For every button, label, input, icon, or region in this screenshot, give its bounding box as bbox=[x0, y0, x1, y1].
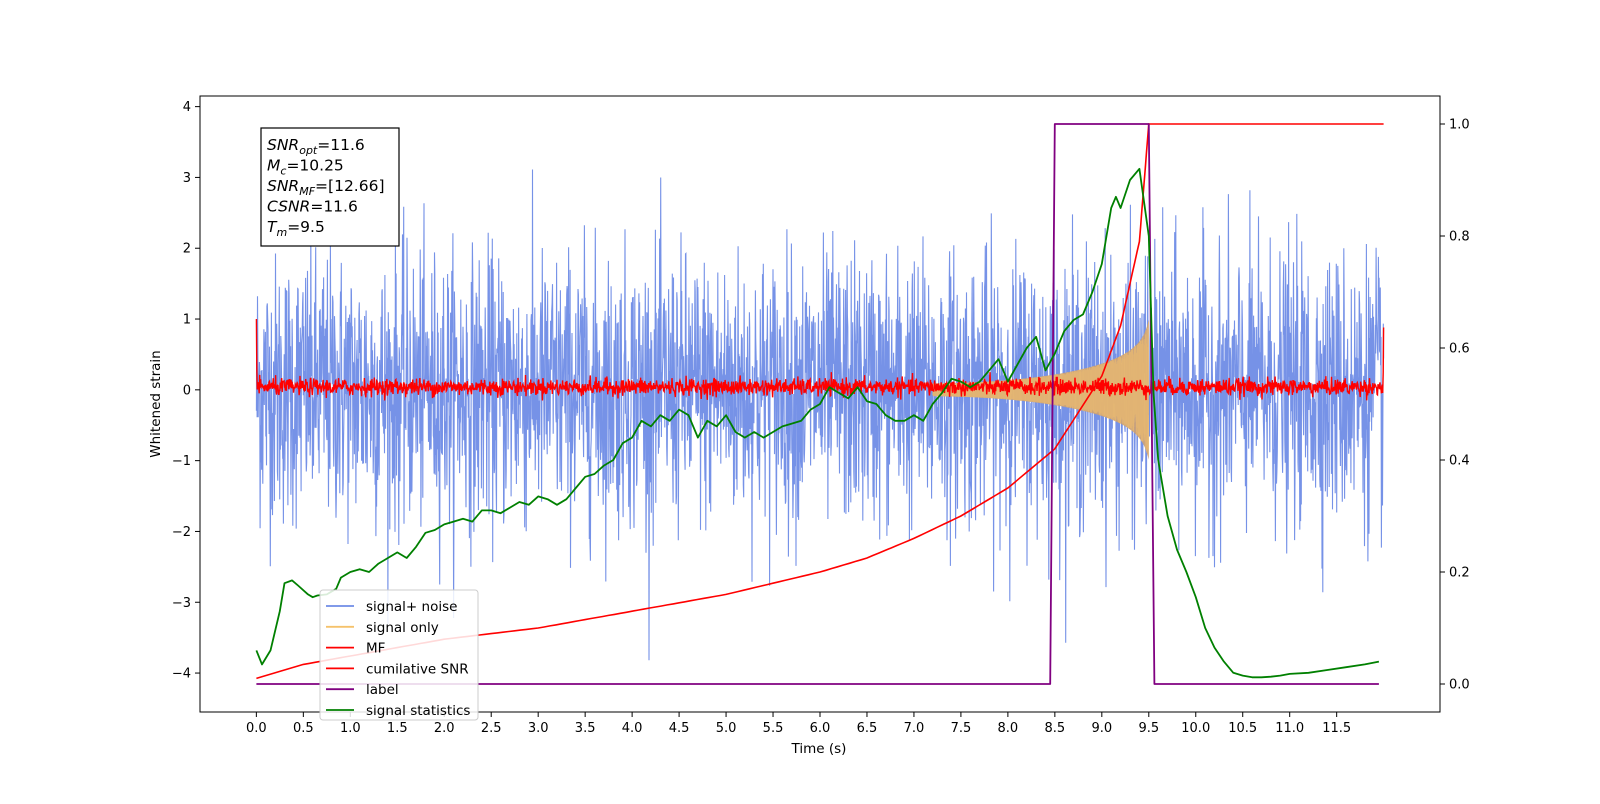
y-axis-left: −4 −3 −2 −1 0 1 2 3 4 bbox=[172, 100, 200, 682]
snr-info-box: SNRopt=11.6Mc=10.25SNRMF=[12.66]CSNR=11.… bbox=[260, 127, 400, 247]
series-label bbox=[256, 123, 1379, 685]
y-tick-label: 1 bbox=[183, 313, 191, 328]
series-signal-statistics bbox=[255, 167, 1380, 679]
x-tick-label: 5.5 bbox=[763, 721, 784, 736]
x-tick-label: 4.5 bbox=[669, 721, 690, 736]
snr-info-line: Mc=10.25 bbox=[267, 157, 344, 178]
y-tick-label: −4 bbox=[172, 667, 191, 682]
y-axis-label: Whitened strain bbox=[148, 350, 164, 457]
x-tick-label: 5.0 bbox=[716, 721, 737, 736]
x-tick-label: 11.5 bbox=[1322, 721, 1351, 736]
x-tick-label: 9.0 bbox=[1091, 721, 1112, 736]
legend-label: MF bbox=[366, 641, 385, 657]
x-tick-label: 9.5 bbox=[1138, 721, 1159, 736]
x-tick-label: 8.0 bbox=[998, 721, 1019, 736]
x-tick-label: 6.5 bbox=[857, 721, 878, 736]
legend-label: signal only bbox=[366, 620, 439, 636]
legend-label: label bbox=[366, 682, 399, 698]
legend: signal+ noise signal only MF cumilative SNR… bbox=[319, 589, 479, 721]
y2-tick-label: 0.8 bbox=[1449, 230, 1470, 245]
x-tick-label: 2.0 bbox=[434, 721, 455, 736]
x-tick-label: 3.0 bbox=[528, 721, 549, 736]
y2-tick-label: 0.4 bbox=[1449, 454, 1470, 469]
y-tick-label: 4 bbox=[183, 100, 191, 115]
y2-tick-label: 1.0 bbox=[1449, 118, 1470, 133]
y2-tick-label: 0.0 bbox=[1449, 678, 1470, 693]
x-tick-label: 10.0 bbox=[1181, 721, 1210, 736]
y2-tick-label: 0.6 bbox=[1449, 342, 1470, 357]
y-tick-label: 3 bbox=[183, 171, 191, 186]
snr-info-line: CSNR=11.6 bbox=[267, 198, 358, 216]
series-signal-only bbox=[932, 321, 1150, 457]
snr-info-line: Tm=9.5 bbox=[267, 218, 325, 239]
x-axis: 0.0 0.5 1.0 1.5 2.0 2.5 3.0 3.5 4.0 4.5 5.0 5.5 6.0 6… bbox=[246, 712, 1351, 736]
x-tick-label: 7.0 bbox=[904, 721, 925, 736]
snr-info-line: SNRopt=11.6 bbox=[267, 136, 365, 157]
x-tick-label: 0.0 bbox=[246, 721, 267, 736]
x-tick-label: 6.0 bbox=[810, 721, 831, 736]
y-tick-label: −3 bbox=[172, 596, 191, 611]
legend-label: cumilative SNR bbox=[366, 661, 469, 677]
y2-tick-label: 0.2 bbox=[1449, 566, 1470, 581]
legend-label: signal+ noise bbox=[366, 599, 457, 615]
x-tick-label: 1.0 bbox=[340, 721, 361, 736]
x-tick-label: 3.5 bbox=[575, 721, 596, 736]
x-tick-label: 1.5 bbox=[387, 721, 408, 736]
x-tick-label: 11.0 bbox=[1275, 721, 1304, 736]
x-tick-label: 8.5 bbox=[1045, 721, 1066, 736]
x-tick-label: 10.5 bbox=[1228, 721, 1257, 736]
y-tick-label: 0 bbox=[183, 383, 191, 398]
x-tick-label: 4.0 bbox=[622, 721, 643, 736]
x-tick-label: 2.5 bbox=[481, 721, 502, 736]
x-axis-label: Time (s) bbox=[791, 741, 847, 757]
legend-label: signal statistics bbox=[366, 703, 470, 719]
snr-info-line: SNRMF=[12.66] bbox=[267, 177, 385, 198]
series-mf bbox=[255, 318, 1385, 401]
y-tick-label: 2 bbox=[183, 242, 191, 257]
y-tick-label: −1 bbox=[172, 454, 191, 469]
x-tick-label: 7.5 bbox=[951, 721, 972, 736]
y-tick-label: −2 bbox=[172, 525, 191, 540]
x-tick-label: 0.5 bbox=[293, 721, 314, 736]
y-axis-right: 0.0 0.2 0.4 0.6 0.8 1.0 bbox=[1440, 118, 1470, 693]
